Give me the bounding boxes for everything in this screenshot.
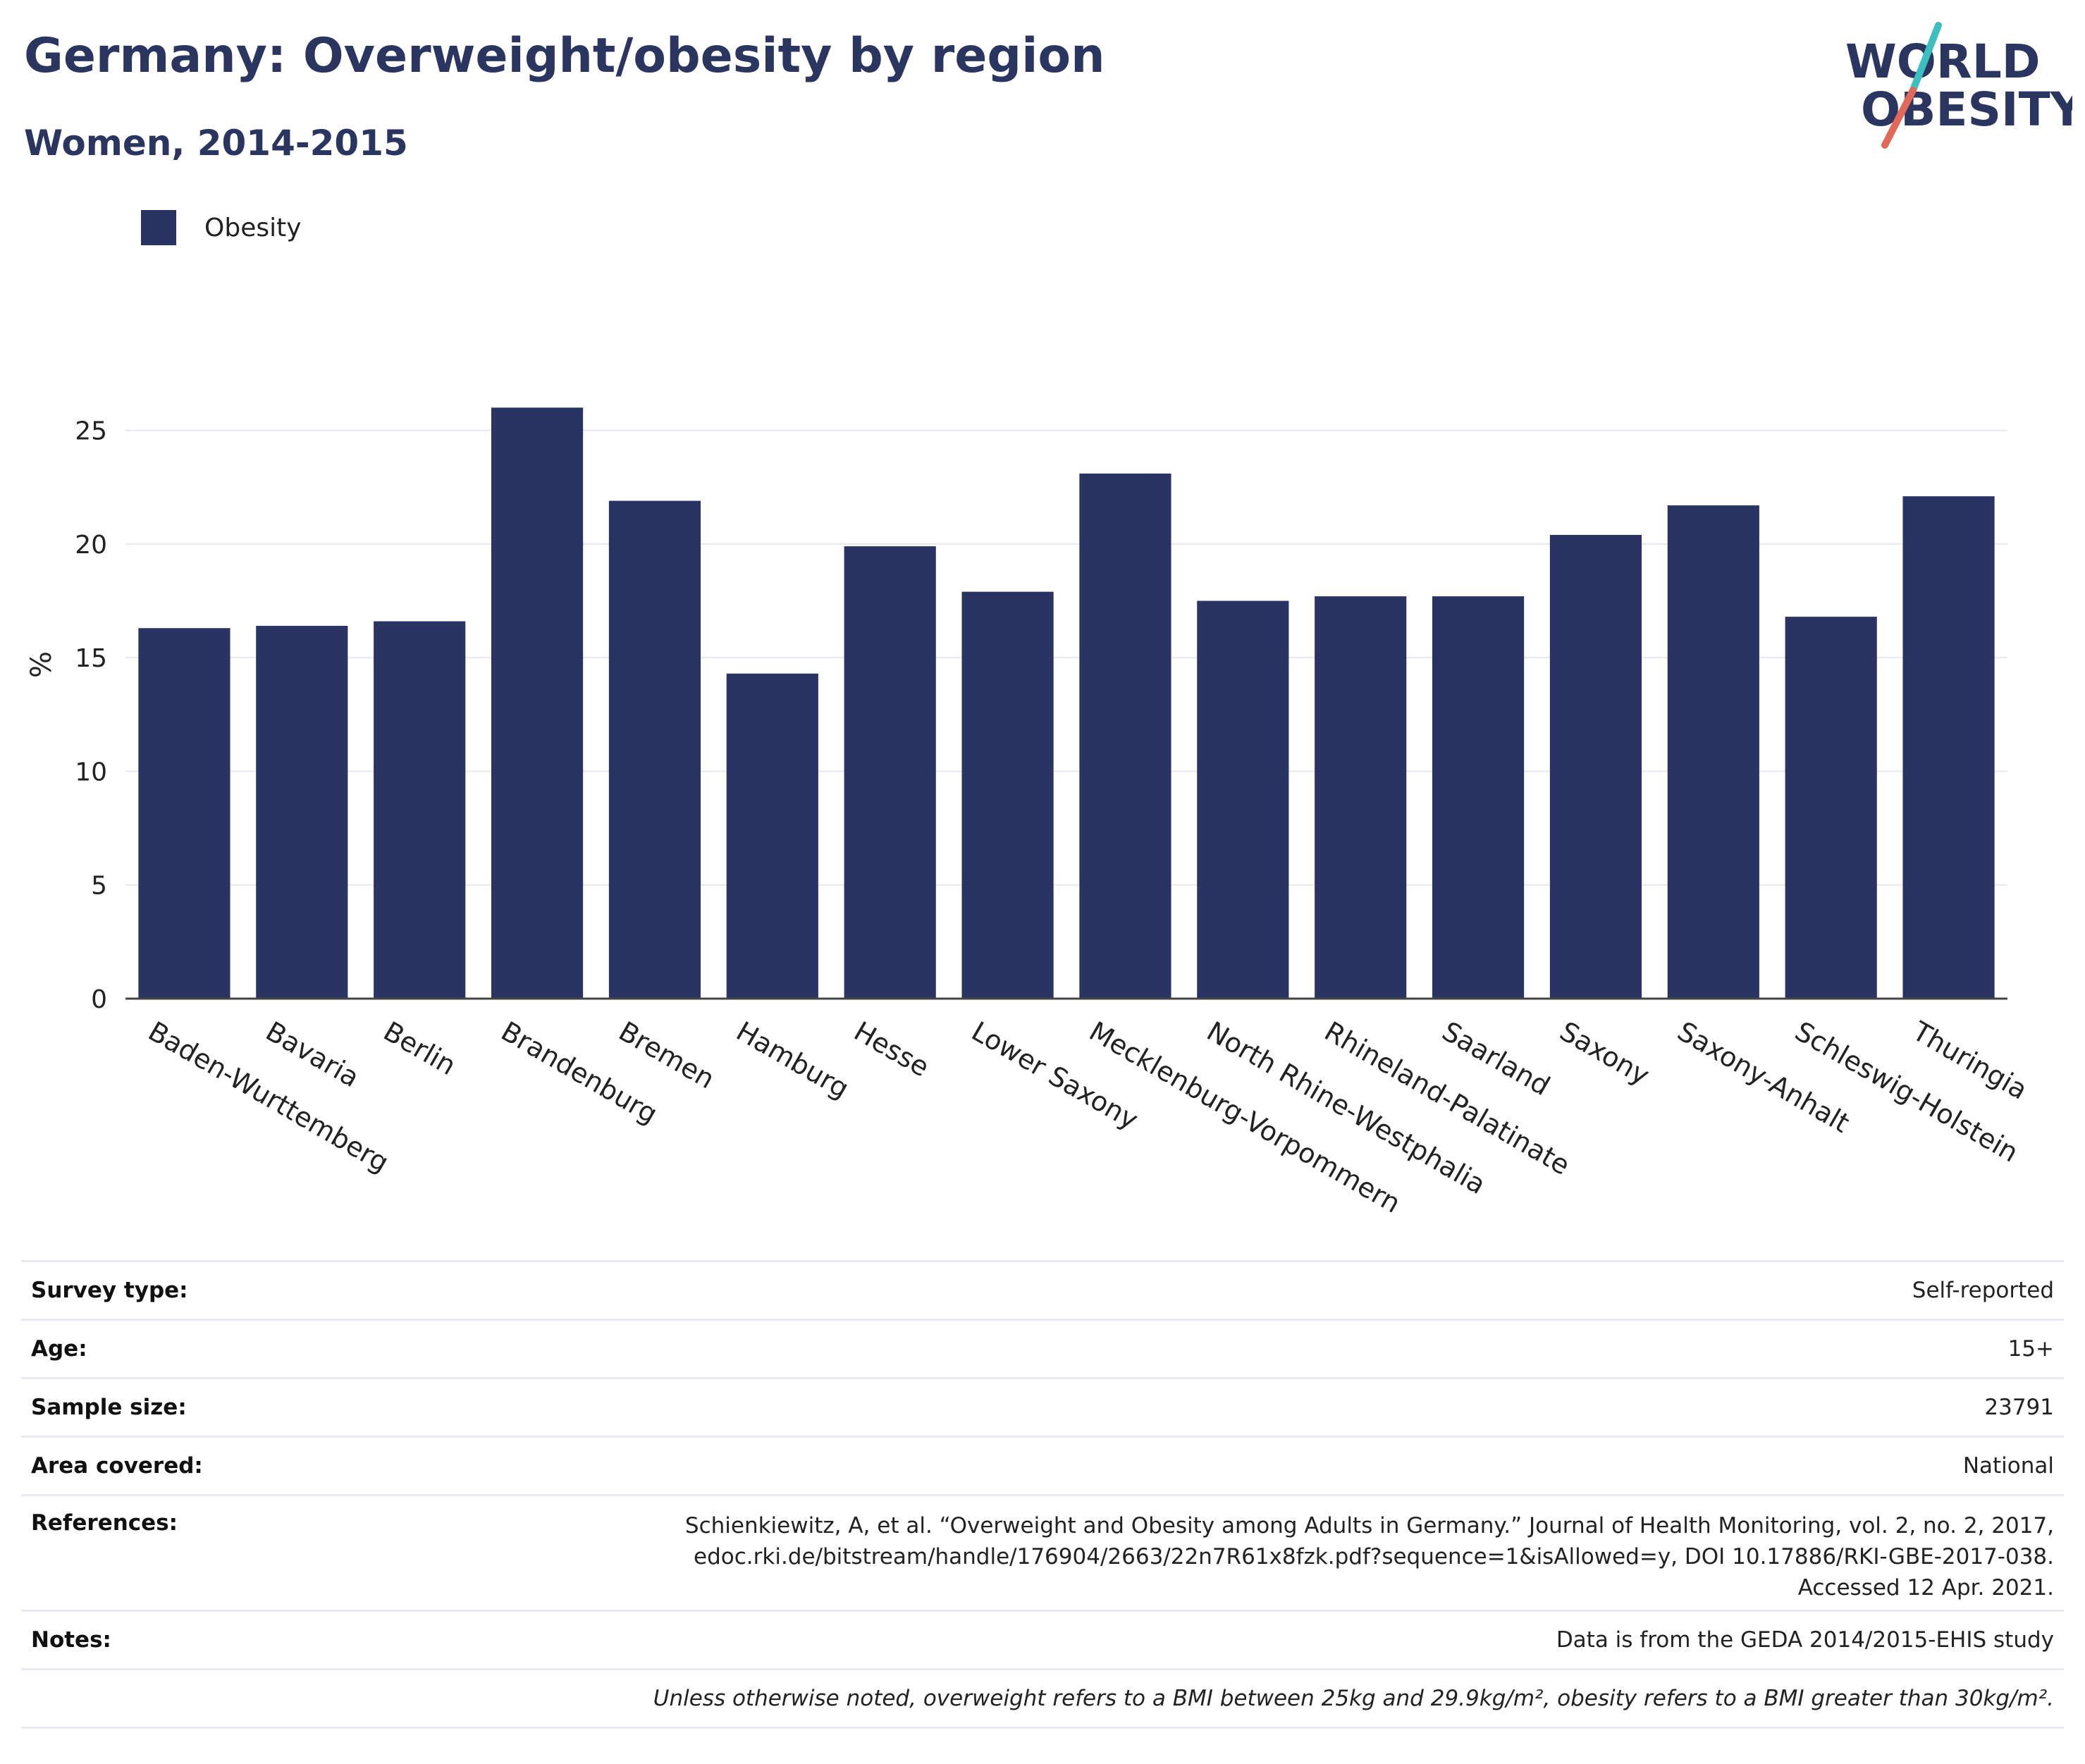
bar-mecklenburg-vorpommern [1079,473,1171,999]
y-axis-title: % [25,651,58,678]
x-tick-label-berlin: Berlin [379,1016,462,1081]
bar-baden-wurttemberg [138,628,230,999]
references-line-2: edoc.rki.de/bitstream/handle/176904/2663… [694,1544,2054,1569]
references-value: Schienkiewitz, A, et al. “Overweight and… [685,1510,2054,1603]
area-covered-value: National [1962,1453,2054,1479]
bar-saarland [1432,596,1525,999]
chart-legend: Obesity [141,210,302,245]
info-row-sample-size: Sample size: 23791 [21,1377,2064,1436]
bar-schleswig-holstein [1785,617,1877,999]
bar-thuringia [1902,496,1995,999]
y-tick-label-5: 5 [91,872,107,901]
bar-bremen [608,500,701,999]
survey-type-value: Self-reported [1912,1278,2054,1303]
x-tick-label-saxony: Saxony [1554,1016,1654,1091]
bar-saxony-anhalt [1667,505,1759,999]
bars [138,407,1995,999]
bar-saxony [1549,535,1642,999]
x-tick-label-bavaria: Bavaria [261,1016,364,1093]
bar-berlin [374,621,466,999]
legend-label-obesity: Obesity [204,213,302,242]
page-title: Germany: Overweight/obesity by region [24,28,1105,84]
y-axis-ticks: 0 5 10 15 20 25 [75,417,107,1014]
notes-label: Notes: [31,1627,111,1653]
x-tick-label-hesse: Hesse [849,1016,935,1083]
bar-brandenburg [491,407,584,999]
notes-value: Data is from the GEDA 2014/2015-EHIS stu… [1556,1627,2054,1653]
area-covered-label: Area covered: [31,1453,203,1479]
references-line-1: Schienkiewitz, A, et al. “Overweight and… [684,1513,2054,1538]
bar-lower-saxony [961,591,1054,999]
bar-hamburg [726,673,818,999]
survey-type-label: Survey type: [31,1278,188,1303]
legend-swatch-obesity [141,210,176,245]
info-row-definition: Unless otherwise noted, overweight refer… [21,1668,2064,1729]
x-tick-label-schleswig-holstein: Schleswig-Holstein [1790,1016,2024,1168]
y-tick-label-15: 15 [75,644,107,673]
page-subtitle: Women, 2014-2015 [24,123,408,164]
world-obesity-logo: WORLD OBESITY [1845,22,2072,149]
bar-rhineland-palatinate [1315,596,1407,999]
info-row-survey-type: Survey type: Self-reported [21,1260,2064,1319]
logo-text-world: WORLD [1845,35,2041,89]
info-row-notes: Notes: Data is from the GEDA 2014/2015-E… [21,1610,2064,1668]
age-label: Age: [31,1336,87,1362]
metadata-table: Survey type: Self-reported Age: 15+ Samp… [21,1260,2064,1729]
info-row-references: References: Schienkiewitz, A, et al. “Ov… [21,1494,2064,1610]
logo-slash-top [1909,22,1942,94]
bar-north-rhine-westphalia [1197,600,1289,999]
sample-size-value: 23791 [1984,1395,2054,1420]
sample-size-label: Sample size: [31,1395,187,1420]
y-tick-label-20: 20 [75,531,107,560]
x-tick-label-hamburg: Hamburg [731,1016,854,1104]
logo-slash-bottom [1881,87,1917,149]
references-line-3: Accessed 12 Apr. 2021. [1797,1575,2054,1600]
y-tick-label-25: 25 [75,417,107,446]
bar-bavaria [256,626,348,999]
references-label: References: [31,1510,178,1536]
info-row-age: Age: 15+ [21,1319,2064,1377]
y-tick-label-0: 0 [91,985,107,1014]
info-row-area-covered: Area covered: National [21,1436,2064,1494]
age-value: 15+ [2007,1336,2054,1362]
bmi-definition-note: Unless otherwise noted, overweight refer… [653,1686,2054,1711]
bar-hesse [844,546,936,999]
y-tick-label-10: 10 [75,758,107,787]
